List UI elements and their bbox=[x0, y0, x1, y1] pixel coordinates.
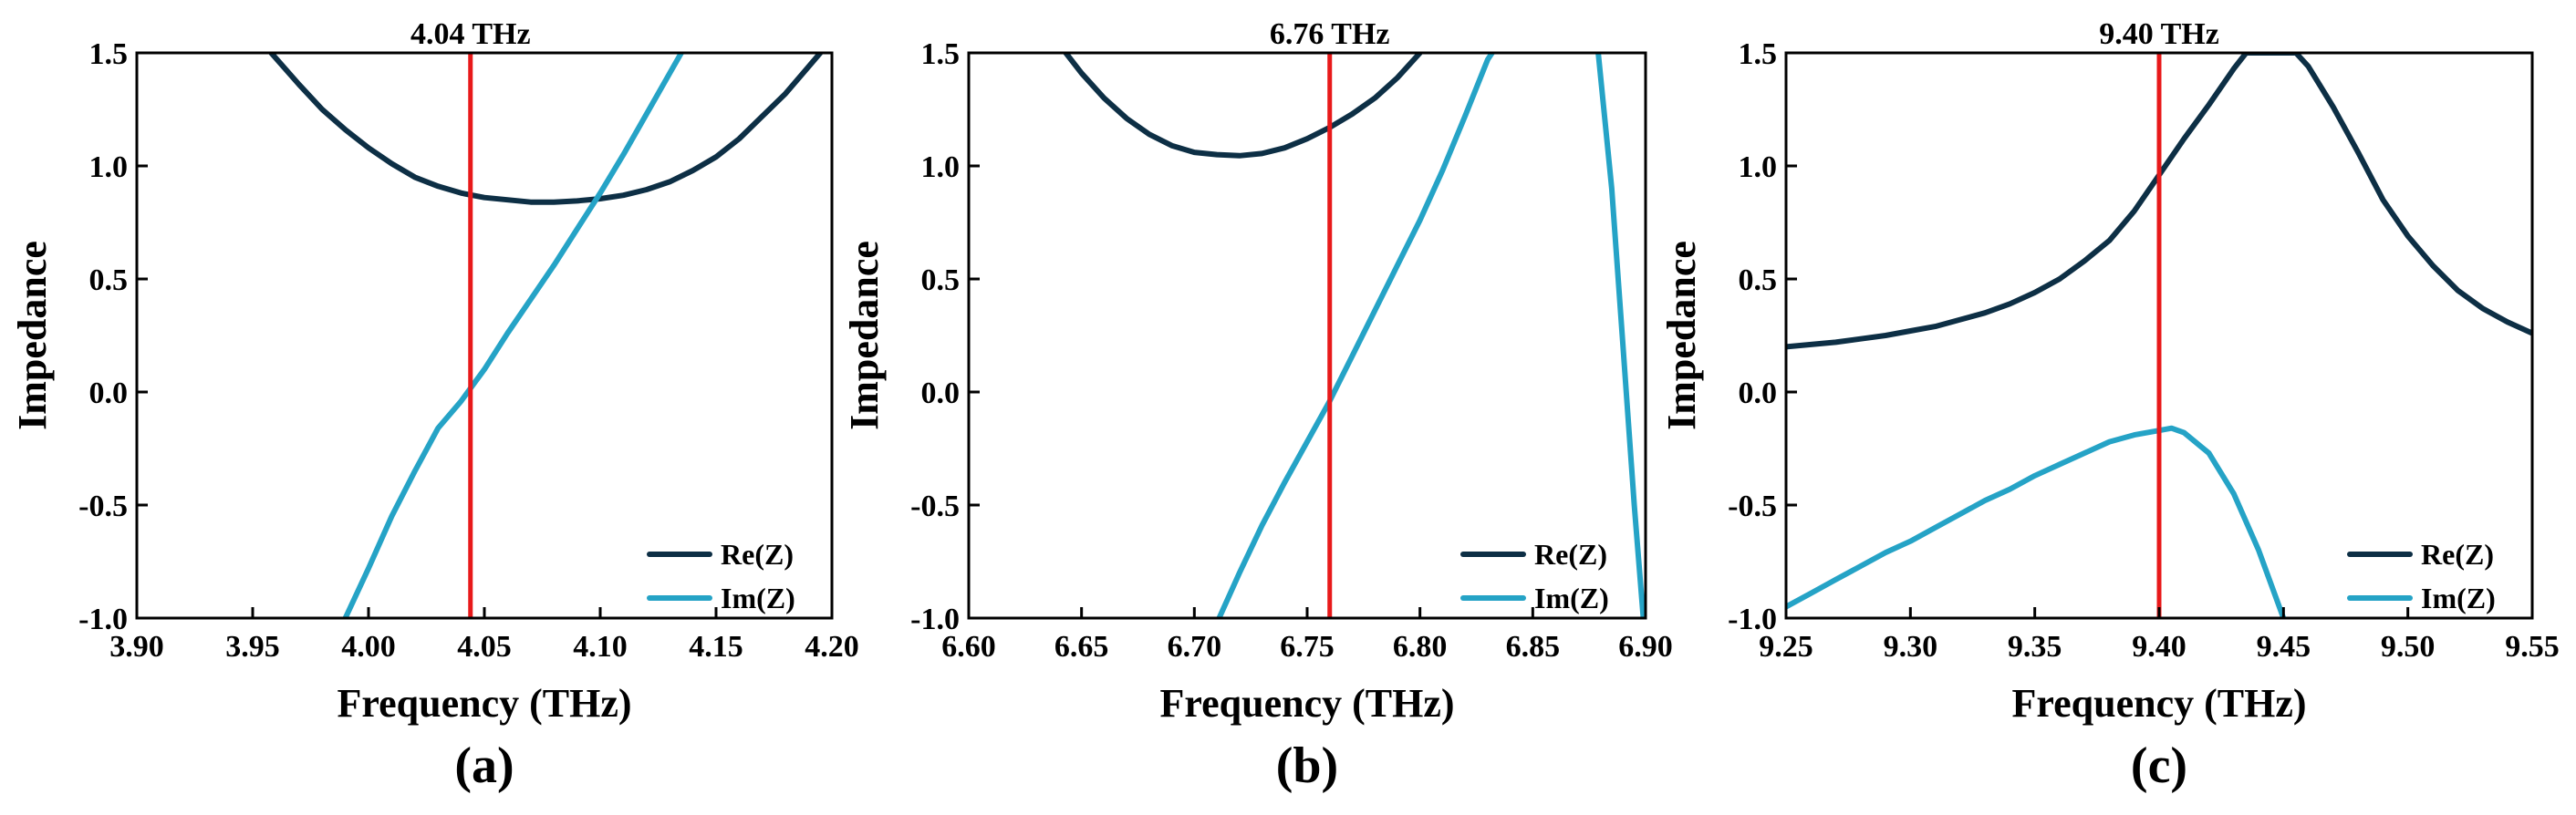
series-line-re-z bbox=[1786, 53, 2532, 350]
panel-letter: (b) bbox=[1276, 738, 1338, 794]
y-tick-label: -1.0 bbox=[910, 603, 960, 636]
legend: Re(Z) Im(Z) bbox=[647, 538, 795, 614]
x-tick-label: 9.25 bbox=[1759, 630, 1813, 664]
legend-label: Re(Z) bbox=[1534, 538, 1607, 571]
x-axis-title: Frequency (THz) bbox=[337, 681, 631, 726]
x-tick-label: 9.30 bbox=[1884, 630, 1938, 664]
legend: Re(Z) Im(Z) bbox=[1460, 538, 1609, 614]
y-tick-label: 1.5 bbox=[921, 37, 961, 71]
panel-3: 9.25 9.30 9.35 9.40 9.45 9.50 9.55 -1.0 -0.5 0.0 0… bbox=[1659, 17, 2560, 794]
y-tick-label: 0.0 bbox=[921, 377, 961, 410]
series-line-im-z bbox=[342, 53, 684, 618]
panel-title: 4.04 THz bbox=[410, 17, 531, 51]
series-line-re-z bbox=[268, 53, 824, 205]
x-tick-label: 6.75 bbox=[1280, 630, 1335, 664]
x-tick-label: 6.80 bbox=[1393, 630, 1448, 664]
legend: Re(Z) Im(Z) bbox=[2347, 538, 2496, 614]
series-line-im-z bbox=[1786, 425, 2287, 618]
y-tick-label: -0.5 bbox=[1728, 490, 1777, 523]
y-tick-label: 0.5 bbox=[921, 263, 961, 297]
legend-label: Re(Z) bbox=[721, 538, 794, 571]
x-axis-title: Frequency (THz) bbox=[2011, 681, 2306, 726]
y-axis-title: Impedance bbox=[10, 241, 55, 430]
x-tick-label: 6.65 bbox=[1054, 630, 1109, 664]
x-tick-label: 9.50 bbox=[2381, 630, 2436, 664]
x-axis-title: Frequency (THz) bbox=[1159, 681, 1454, 726]
y-tick-label: 1.0 bbox=[1739, 150, 1778, 184]
y-tick-label: -1.0 bbox=[78, 603, 128, 636]
series-line-re-z bbox=[1063, 53, 1423, 159]
x-tick-label: 9.55 bbox=[2505, 630, 2560, 664]
x-tick-label: 6.85 bbox=[1506, 630, 1561, 664]
series-line-im-z bbox=[1216, 53, 1495, 618]
x-tick-label: 9.35 bbox=[2008, 630, 2062, 664]
y-axis-title: Impedance bbox=[842, 241, 887, 430]
y-tick-label: 0.0 bbox=[1739, 377, 1778, 410]
plot-frame bbox=[135, 51, 834, 620]
y-tick-label: 0.0 bbox=[89, 377, 129, 410]
series-line-im-z-branch bbox=[1595, 53, 1646, 618]
panel-letter: (a) bbox=[454, 738, 514, 794]
panel-2: 6.60 6.65 6.70 6.75 6.80 6.85 6.90 -1.0 -0.5 0.0 0… bbox=[842, 17, 1673, 794]
y-tick-label: 0.5 bbox=[89, 263, 129, 297]
y-tick-label: 1.5 bbox=[1739, 37, 1778, 71]
y-tick-label: 0.5 bbox=[1739, 263, 1778, 297]
y-tick-label: -0.5 bbox=[910, 490, 960, 523]
panel-title: 6.76 THz bbox=[1270, 17, 1390, 51]
x-tick-label: 6.60 bbox=[941, 630, 996, 664]
x-tick-label: 3.90 bbox=[109, 630, 164, 664]
legend-label: Im(Z) bbox=[721, 582, 795, 614]
y-tick-label: 1.5 bbox=[89, 37, 129, 71]
x-tick-label: 4.05 bbox=[457, 630, 512, 664]
y-tick-label: 1.0 bbox=[89, 150, 129, 184]
y-tick-label: -0.5 bbox=[78, 490, 128, 523]
panel-title: 9.40 THz bbox=[2099, 17, 2219, 51]
x-tick-label: 4.00 bbox=[341, 630, 396, 664]
x-tick-label: 4.15 bbox=[689, 630, 743, 664]
legend-label: Im(Z) bbox=[2421, 582, 2496, 614]
x-tick-label: 4.10 bbox=[573, 630, 628, 664]
x-tick-label: 4.20 bbox=[805, 630, 859, 664]
legend-label: Im(Z) bbox=[1534, 582, 1609, 614]
panel-1: 3.90 3.95 4.00 4.05 4.10 4.15 4.20 -1.0 -0.5 0.0 0… bbox=[10, 17, 859, 794]
y-tick-label: -1.0 bbox=[1728, 603, 1777, 636]
x-tick-label: 9.40 bbox=[2132, 630, 2186, 664]
x-tick-label: 6.70 bbox=[1168, 630, 1222, 664]
x-tick-label: 3.95 bbox=[225, 630, 280, 664]
y-tick-label: 1.0 bbox=[921, 150, 961, 184]
y-axis-title: Impedance bbox=[1659, 241, 1704, 430]
panel-letter: (c) bbox=[2131, 738, 2187, 794]
legend-label: Re(Z) bbox=[2421, 538, 2494, 571]
x-tick-label: 6.90 bbox=[1618, 630, 1673, 664]
x-tick-label: 9.45 bbox=[2257, 630, 2311, 664]
